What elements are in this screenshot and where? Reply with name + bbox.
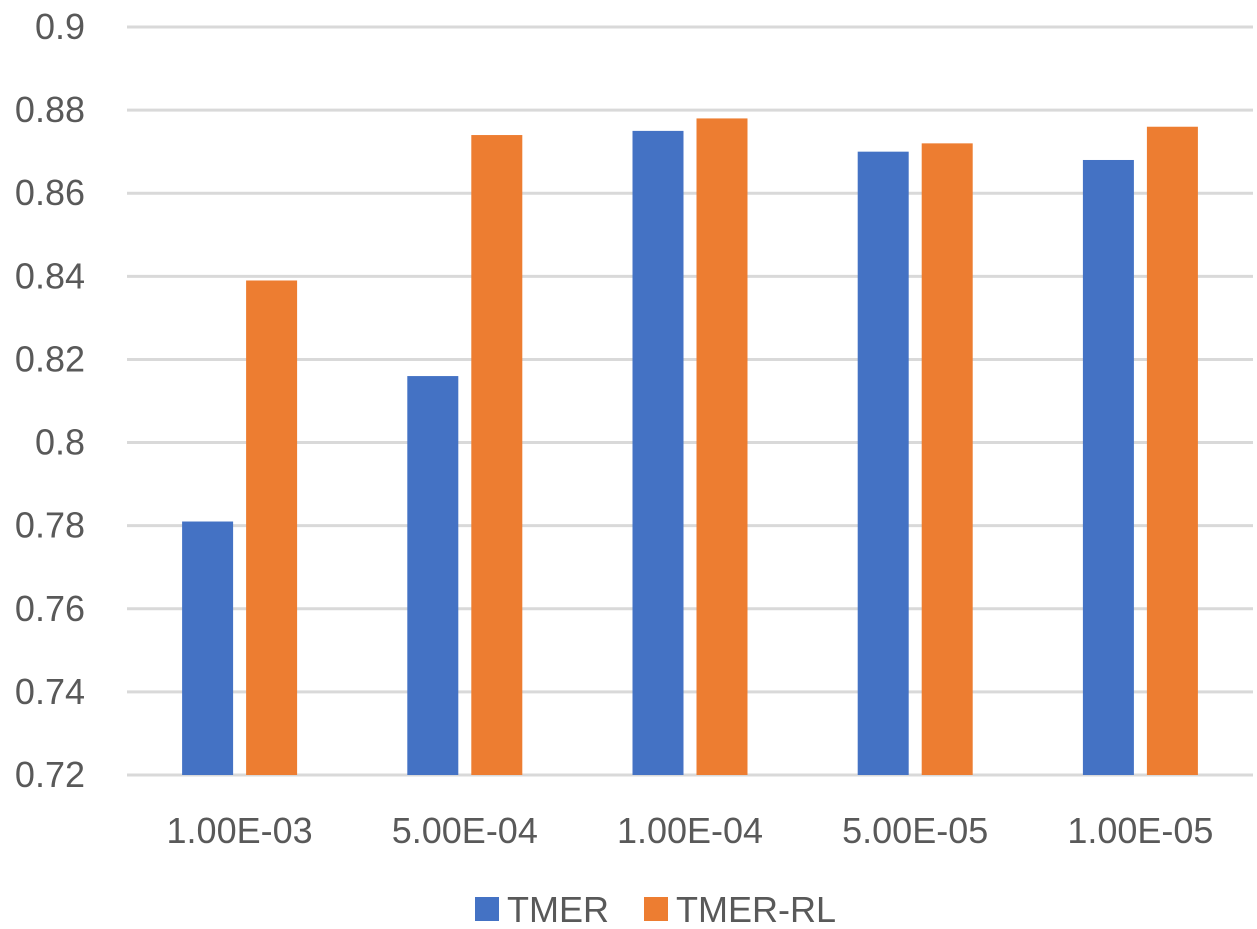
x-category-label: 5.00E-05 — [842, 810, 988, 851]
x-category-label: 1.00E-03 — [167, 810, 313, 851]
legend-label: TMER — [507, 889, 609, 929]
bar-tmer-4 — [1082, 159, 1134, 775]
bar-tmer-rl-4 — [1146, 126, 1198, 775]
y-tick-label: 0.76 — [15, 588, 85, 629]
x-category-label: 1.00E-04 — [617, 810, 763, 851]
y-tick-label: 0.9 — [35, 6, 85, 47]
y-tick-label: 0.88 — [15, 89, 85, 130]
legend: TMER TMER-RL — [475, 889, 836, 929]
legend-label: TMER-RL — [676, 889, 836, 929]
x-category-label: 5.00E-04 — [392, 810, 538, 851]
x-category-label: 1.00E-05 — [1067, 810, 1213, 851]
bar-tmer-0 — [182, 521, 234, 775]
bar-tmer-3 — [857, 151, 909, 775]
y-tick-label: 0.84 — [15, 255, 85, 296]
y-tick-label: 0.72 — [15, 754, 85, 795]
x-axis-category-labels: 1.00E-03 5.00E-04 1.00E-04 5.00E-05 1.00E-05 — [167, 810, 1214, 851]
bar-tmer-2 — [632, 130, 684, 775]
y-tick-label: 0.78 — [15, 505, 85, 546]
legend-swatch-tmer — [475, 897, 499, 921]
bar-tmer-rl-3 — [921, 143, 973, 775]
bars — [182, 118, 1198, 776]
y-tick-label: 0.8 — [35, 422, 85, 463]
legend-swatch-tmer-rl — [644, 897, 668, 921]
bar-tmer-rl-2 — [696, 118, 748, 775]
bar-tmer-1 — [407, 376, 459, 775]
y-tick-label: 0.74 — [15, 671, 85, 712]
gridlines — [127, 25, 1253, 777]
y-axis-tick-labels: 0.72 0.74 0.76 0.78 0.8 0.82 0.84 0.86 0.88 0.9 — [15, 6, 85, 795]
bar-tmer-rl-1 — [471, 135, 523, 776]
bar-tmer-rl-0 — [246, 280, 298, 775]
y-tick-label: 0.82 — [15, 338, 85, 379]
y-tick-label: 0.86 — [15, 172, 85, 213]
